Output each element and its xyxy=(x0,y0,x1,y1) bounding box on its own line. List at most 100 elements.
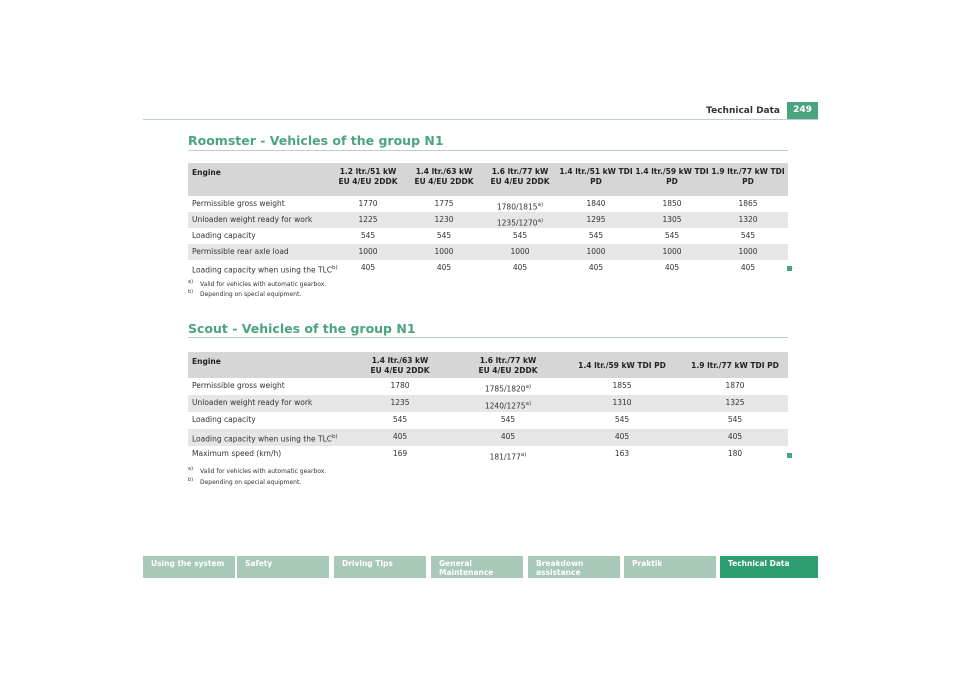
row-bg xyxy=(188,395,788,412)
cell-value: 405 xyxy=(392,432,408,441)
footnote-ref: b) xyxy=(332,434,338,440)
cell-value: 1840 xyxy=(586,199,606,208)
footnote-ref: a) xyxy=(520,452,527,458)
column-header: 1.4 ltr./51 kW TDI PD xyxy=(559,167,633,186)
table-header-bg xyxy=(188,163,788,196)
column-header: 1.6 ltr./77 kW EU 4/EU 2DDK xyxy=(490,167,550,186)
cell-value: 545 xyxy=(392,415,408,424)
section-title: Scout - Vehicles of the group N1 xyxy=(188,321,416,336)
cell-value: 1865 xyxy=(738,199,758,208)
cell-value: 1000 xyxy=(738,247,758,256)
column-header: 1.4 ltr./59 kW TDI PD xyxy=(635,167,709,186)
cell-value: 405 xyxy=(512,263,528,272)
cell-value: 1325 xyxy=(725,398,745,407)
nav-tab[interactable]: Technical Data xyxy=(720,556,818,578)
footnote-text: Valid for vehicles with automatic gearbo… xyxy=(200,281,327,288)
cell-value: 545 xyxy=(500,415,516,424)
footnote-mark: a) xyxy=(188,466,194,472)
row-label: Loading capacity when using the TLCb) xyxy=(192,432,338,445)
row-label: Permissible rear axle load xyxy=(192,247,289,256)
cell-value: 545 xyxy=(588,231,604,240)
cell-value: 1855 xyxy=(612,381,632,390)
end-marker xyxy=(787,453,792,458)
cell-value: 545 xyxy=(727,415,743,424)
cell-value: 1235 xyxy=(390,398,410,407)
cell-value: 1225 xyxy=(358,215,378,224)
cell-value: 405 xyxy=(664,263,680,272)
cell-value: 1000 xyxy=(434,247,454,256)
column-header: Engine xyxy=(192,168,221,177)
end-marker xyxy=(787,266,792,271)
header-rule xyxy=(143,119,818,120)
cell-value: 1870 xyxy=(725,381,745,390)
footnote-ref: a) xyxy=(537,202,544,208)
cell-text: 1780/1815 xyxy=(496,202,538,212)
cell-text: 1240/1275 xyxy=(484,401,526,411)
cell-value: 180 xyxy=(727,449,743,458)
cell-value: 1780/1815a) xyxy=(482,200,558,213)
row-label: Loading capacity xyxy=(192,231,256,240)
cell-value: 405 xyxy=(360,263,376,272)
cell-value: 1235/1270a) xyxy=(482,216,558,229)
cell-value: 545 xyxy=(360,231,376,240)
row-label: Permissible gross weight xyxy=(192,381,285,390)
cell-value: 1780 xyxy=(390,381,410,390)
cell-text: Loading capacity when using the TLC xyxy=(192,265,332,275)
cell-value: 405 xyxy=(740,263,756,272)
row-label: Loading capacity xyxy=(192,415,256,424)
row-label: Maximum speed (km/h) xyxy=(192,449,282,458)
row-label: Unloaden weight ready for work xyxy=(192,215,313,224)
nav-tab[interactable]: Breakdown assistance xyxy=(528,556,620,578)
nav-tab[interactable]: Praktik xyxy=(624,556,716,578)
column-header: 1.6 ltr./77 kW EU 4/EU 2DDK xyxy=(478,356,538,375)
cell-value: 1850 xyxy=(662,199,682,208)
row-bg xyxy=(188,244,788,260)
cell-value: 1000 xyxy=(586,247,606,256)
cell-value: 1000 xyxy=(358,247,378,256)
column-header: 1.4 ltr./59 kW TDI PD xyxy=(578,361,666,370)
cell-value: 545 xyxy=(614,415,630,424)
cell-value: 163 xyxy=(614,449,630,458)
cell-value: 405 xyxy=(614,432,630,441)
row-label: Permissible gross weight xyxy=(192,199,285,208)
cell-value: 1000 xyxy=(510,247,530,256)
footnote-ref: b) xyxy=(332,265,338,271)
cell-value: 1305 xyxy=(662,215,682,224)
column-header: Engine xyxy=(192,357,221,366)
cell-value: 1295 xyxy=(586,215,606,224)
footnote-mark: a) xyxy=(188,279,194,285)
cell-value: 1320 xyxy=(738,215,758,224)
nav-tab[interactable]: General Maintenance xyxy=(431,556,523,578)
nav-tab[interactable]: Safety xyxy=(237,556,329,578)
section-rule xyxy=(188,337,788,338)
footnote-text: Depending on special equipment. xyxy=(200,291,302,298)
cell-value: 1785/1820a) xyxy=(453,382,563,395)
cell-value: 545 xyxy=(664,231,680,240)
cell-value: 169 xyxy=(392,449,408,458)
cell-value: 405 xyxy=(500,432,516,441)
cell-value: 1770 xyxy=(358,199,378,208)
cell-value: 405 xyxy=(727,432,743,441)
cell-value: 545 xyxy=(436,231,452,240)
footnote-text: Depending on special equipment. xyxy=(200,479,302,486)
column-header: 1.4 ltr./63 kW EU 4/EU 2DDK xyxy=(414,167,474,186)
row-label: Loading capacity when using the TLCb) xyxy=(192,263,338,276)
footnote-mark: b) xyxy=(188,289,194,295)
cell-value: 405 xyxy=(436,263,452,272)
column-header: 1.9 ltr./77 kW TDI PD xyxy=(711,167,785,186)
table-header-bg xyxy=(188,352,788,378)
nav-tab[interactable]: Using the system xyxy=(143,556,235,578)
section-title: Roomster - Vehicles of the group N1 xyxy=(188,133,444,148)
footnote-mark: b) xyxy=(188,477,194,483)
column-header: 1.9 ltr./77 kW TDI PD xyxy=(691,361,779,370)
page-number: 249 xyxy=(787,102,818,119)
cell-value: 1310 xyxy=(612,398,632,407)
cell-value: 1775 xyxy=(434,199,454,208)
column-header: 1.4 ltr./63 kW EU 4/EU 2DDK xyxy=(370,356,430,375)
nav-tab[interactable]: Driving Tips xyxy=(334,556,426,578)
footnote-text: Valid for vehicles with automatic gearbo… xyxy=(200,468,327,475)
row-bg xyxy=(188,429,788,446)
footnote-ref: a) xyxy=(525,384,532,390)
section-rule xyxy=(188,150,788,151)
